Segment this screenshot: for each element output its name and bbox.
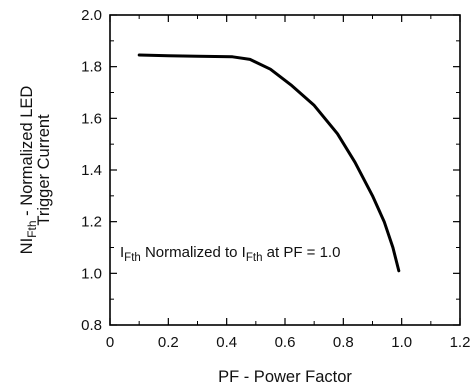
x-tick-label: 1.0 (391, 334, 412, 351)
y-tick-label: 2.0 (81, 7, 102, 24)
y-axis-ticks: 0.8 1.0 1.2 1.4 1.6 1.8 2.0 (81, 7, 460, 334)
y-axis-title-line-2: Trigger Current (35, 114, 53, 226)
x-axis-ticks: 0 0.2 0.4 0.6 0.8 1.0 1.2 (106, 15, 471, 351)
x-tick-label: 0 (106, 334, 114, 351)
x-tick-label: 0.8 (333, 334, 354, 351)
x-tick-label: 0.4 (216, 334, 237, 351)
y-axis-title-line-1: NIFth - Normalized LED (18, 86, 39, 255)
y-tick-label: 1.6 (81, 110, 102, 127)
series-line-1 (137, 53, 401, 273)
x-tick-label: 1.2 (450, 334, 471, 351)
y-tick-label: 0.8 (81, 317, 102, 334)
x-tick-label: 0.6 (275, 334, 296, 351)
plot-area-frame (109, 14, 461, 326)
y-tick-label: 1.4 (81, 162, 102, 179)
y-tick-label: 1.8 (81, 59, 102, 76)
y-axis-title: NIFth - Normalized LED Trigger Current (18, 86, 53, 255)
annotation-normalization: IFth Normalized to IFth at PF = 1.0 (120, 244, 340, 264)
x-axis-title: PF - Power Factor (218, 368, 352, 386)
y-tick-label: 1.2 (81, 214, 102, 231)
x-tick-label: 0.2 (158, 334, 179, 351)
minor-ticks (110, 15, 460, 325)
y-tick-label: 1.0 (81, 265, 102, 282)
series-layer (137, 53, 401, 273)
